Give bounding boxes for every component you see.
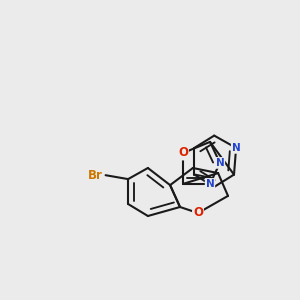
Text: O: O xyxy=(178,146,188,160)
Text: O: O xyxy=(193,206,203,220)
Text: Br: Br xyxy=(88,169,103,182)
Text: N: N xyxy=(232,143,241,153)
Text: N: N xyxy=(215,158,224,168)
Text: N: N xyxy=(206,179,214,189)
